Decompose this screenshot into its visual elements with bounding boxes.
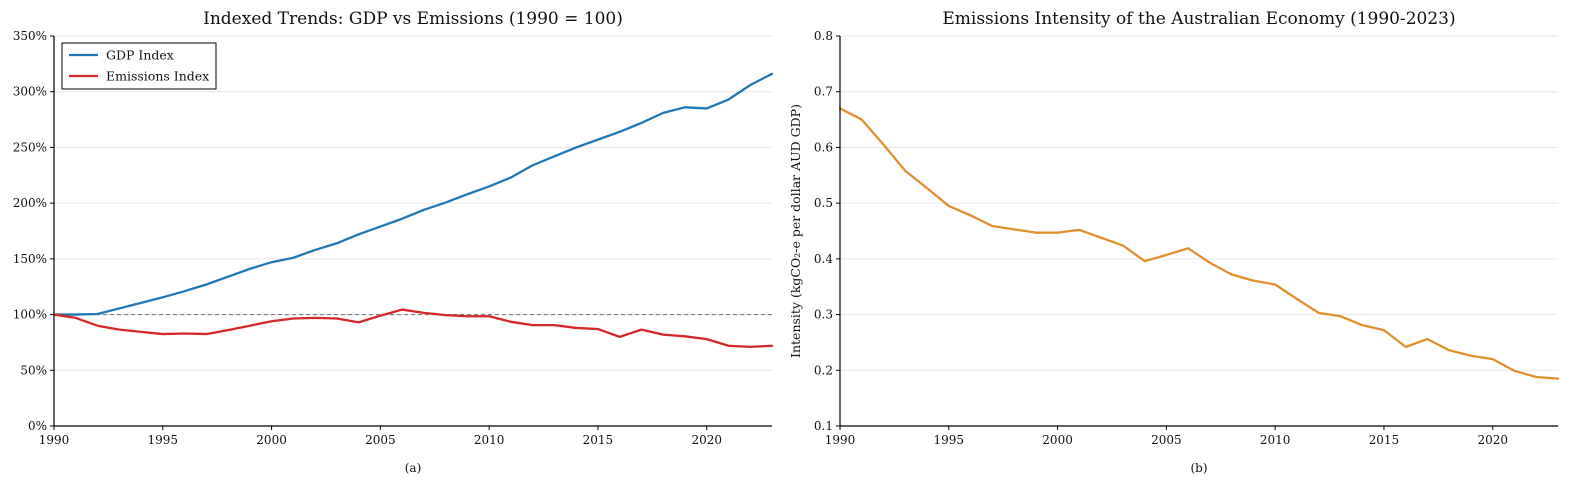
x-tick-label: 2000 <box>256 433 287 447</box>
y-tick-label: 150% <box>13 252 47 266</box>
x-tick-label: 2020 <box>691 433 722 447</box>
chart-title: Emissions Intensity of the Australian Ec… <box>942 9 1455 29</box>
axes <box>53 36 772 427</box>
y-tick-label: 0.1 <box>814 419 833 433</box>
x-tick-label: 2000 <box>1042 433 1073 447</box>
chart-title: Indexed Trends: GDP vs Emissions (1990 =… <box>203 9 623 29</box>
y-tick-label: 0.2 <box>814 363 833 377</box>
legend-box <box>61 42 217 90</box>
y-tick-label: 0.7 <box>814 85 833 99</box>
y-axis-ticks: 0% 50% 100% 150% 200% 250% 300% 350% <box>13 29 54 433</box>
gdp-index-line <box>52 72 774 316</box>
x-tick-label: 1990 <box>825 433 856 447</box>
y-tick-label: 0.8 <box>814 29 833 43</box>
y-tick-label: 0% <box>28 419 47 433</box>
y-axis-ticks: 0.1 0.2 0.3 0.4 0.5 0.6 0.7 0.8 <box>814 29 840 433</box>
y-tick-label: 250% <box>13 140 47 154</box>
y-tick-label: 0.6 <box>814 140 833 154</box>
series-lines <box>838 107 1560 380</box>
x-tick-label: 1995 <box>934 433 965 447</box>
y-tick-label: 0.4 <box>814 252 833 266</box>
gridlines <box>840 35 1558 427</box>
legend-label: GDP Index <box>106 48 174 63</box>
legend: GDP Index Emissions Index <box>61 42 217 90</box>
x-tick-label: 2015 <box>1369 433 1400 447</box>
x-tick-label: 2005 <box>1151 433 1182 447</box>
subcaption: (a) <box>405 461 422 475</box>
x-axis-ticks: 1990 1995 2000 2005 2010 2015 2020 <box>39 426 722 447</box>
x-tick-label: 2010 <box>474 433 505 447</box>
x-tick-label: 2010 <box>1260 433 1291 447</box>
x-tick-label: 1995 <box>148 433 179 447</box>
x-tick-label: 2020 <box>1477 433 1508 447</box>
emissions-index-line <box>52 308 774 349</box>
y-tick-label: 100% <box>13 308 47 322</box>
x-axis-ticks: 1990 1995 2000 2005 2010 2015 2020 <box>825 426 1508 447</box>
chart-panel-indexed-trends: Indexed Trends: GDP vs Emissions (1990 =… <box>13 9 774 475</box>
subcaption: (b) <box>1190 461 1207 475</box>
legend-label: Emissions Index <box>106 69 209 84</box>
series-lines <box>52 72 774 349</box>
y-tick-label: 350% <box>13 29 47 43</box>
y-axis-label: Intensity (kgCO₂-e per dollar AUD GDP) <box>788 104 803 358</box>
x-tick-label: 2015 <box>583 433 614 447</box>
intensity-line <box>838 107 1560 380</box>
y-tick-label: 300% <box>13 85 47 99</box>
y-tick-label: 200% <box>13 196 47 210</box>
x-tick-label: 2005 <box>365 433 396 447</box>
y-tick-label: 0.5 <box>814 196 833 210</box>
axes <box>839 36 1558 427</box>
y-tick-label: 0.3 <box>814 308 833 322</box>
y-tick-label: 50% <box>20 363 47 377</box>
gridlines <box>54 35 772 427</box>
x-tick-label: 1990 <box>39 433 70 447</box>
chart-panel-emissions-intensity: Emissions Intensity of the Australian Ec… <box>788 9 1560 475</box>
